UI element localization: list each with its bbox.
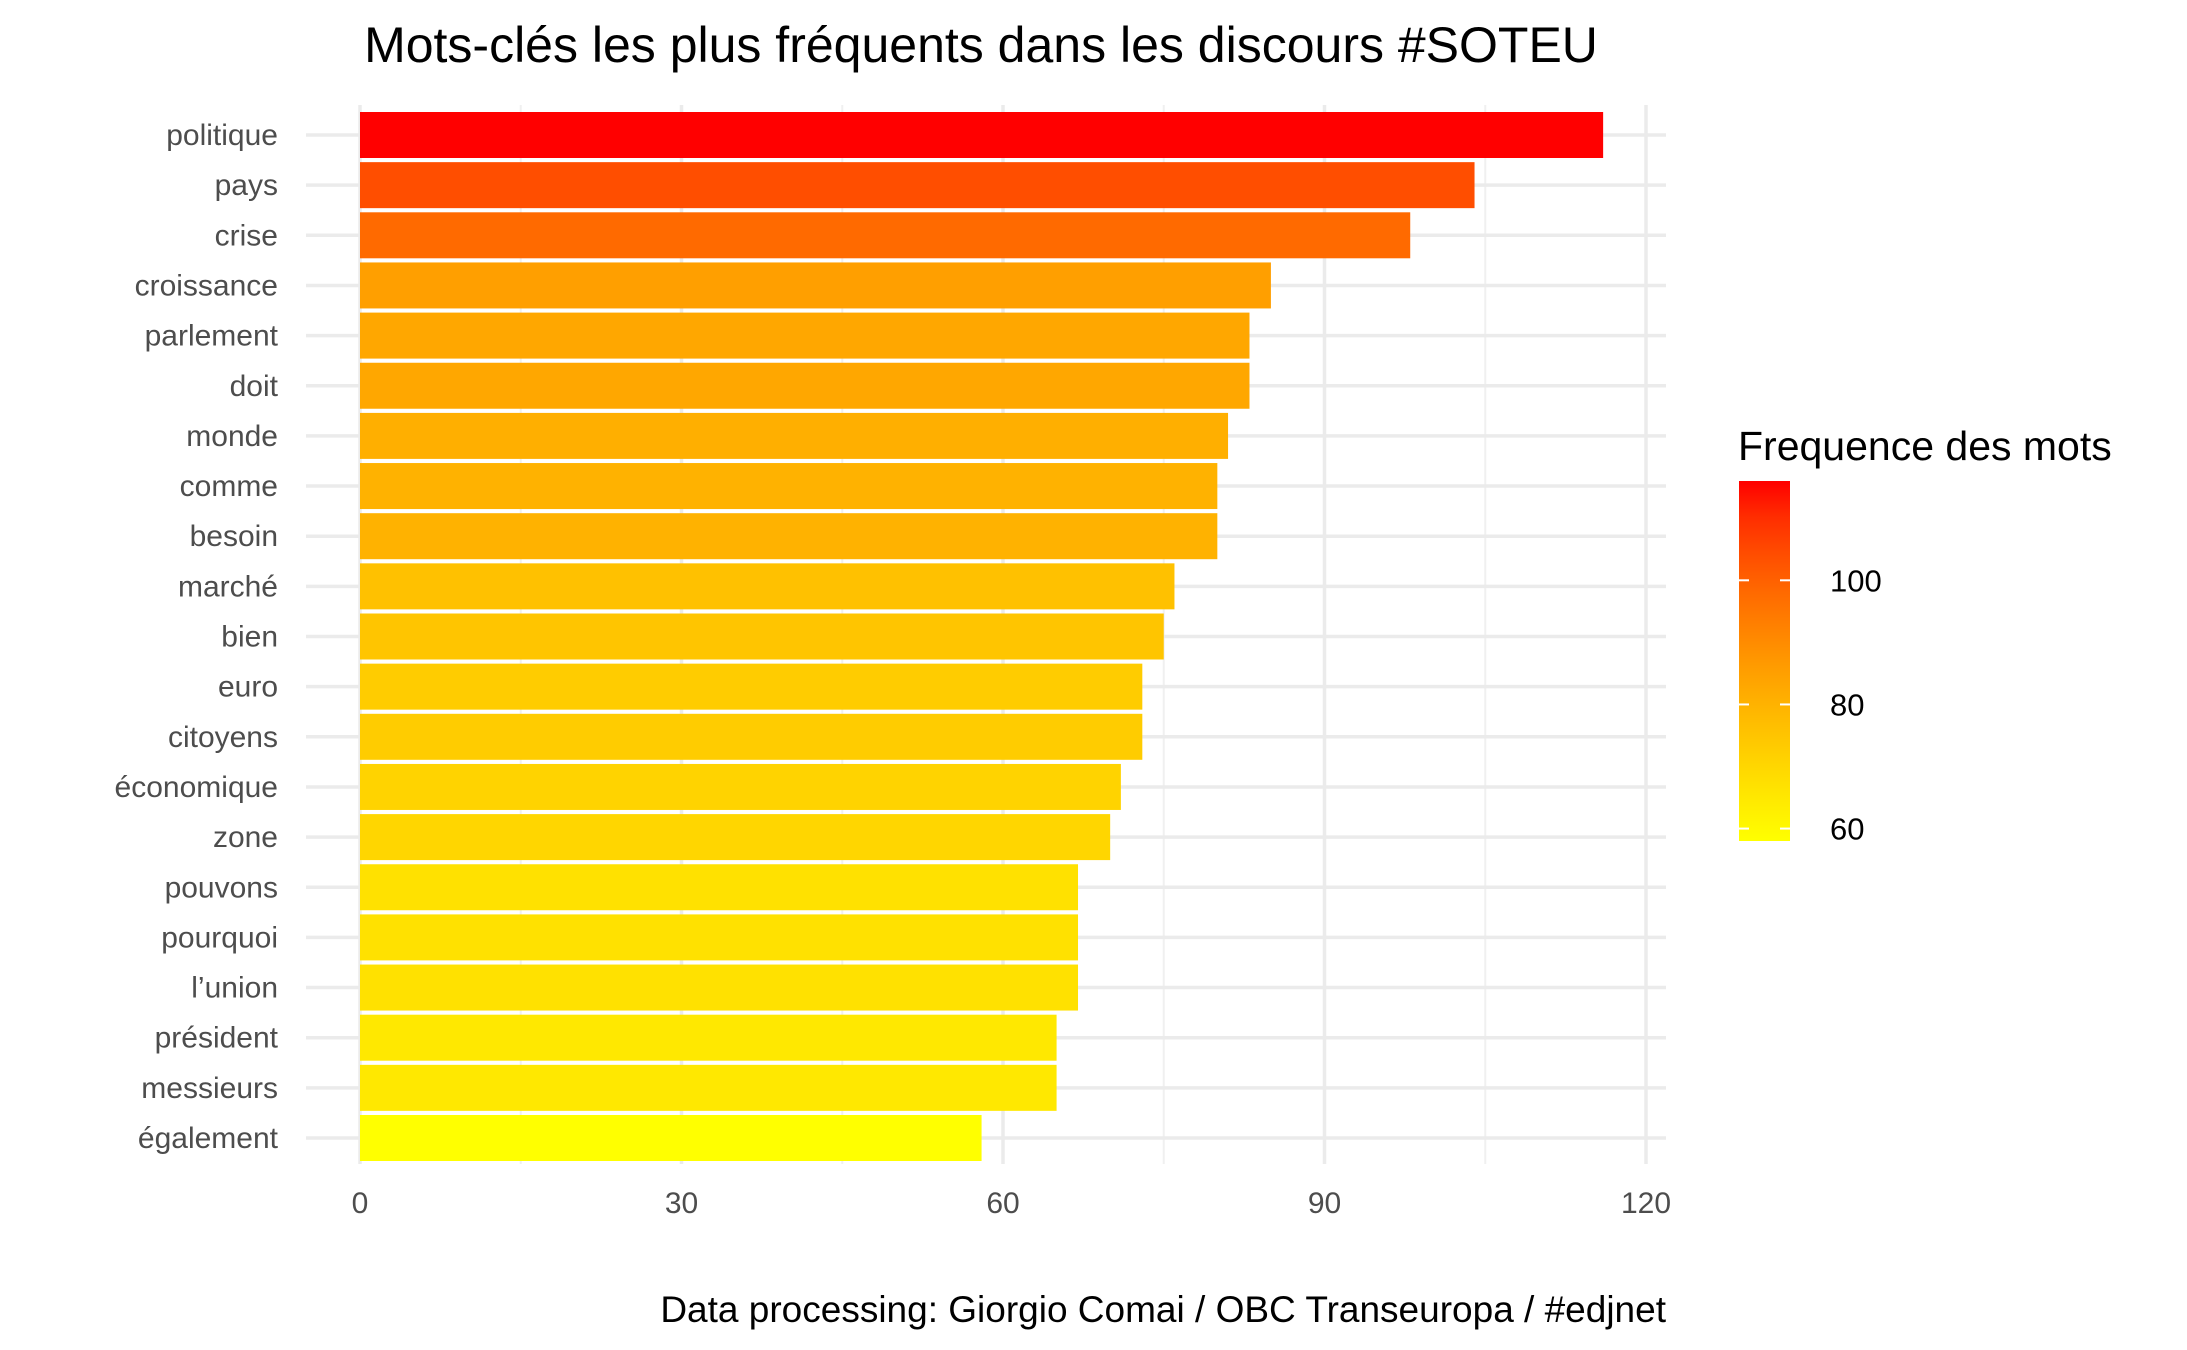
y-tick-label: président xyxy=(155,1022,279,1055)
color-legend: Frequence des mots 60 80 100 xyxy=(1738,423,2112,847)
bar-11 xyxy=(360,663,1143,710)
bar-3 xyxy=(360,262,1271,309)
y-tick-label: bien xyxy=(221,621,278,654)
y-tick-label: monde xyxy=(186,420,278,453)
legend-title: Frequence des mots xyxy=(1738,423,2112,469)
x-axis-labels: 0 30 60 90 120 xyxy=(352,1187,1671,1220)
bar-6 xyxy=(360,412,1229,459)
y-axis-labels: politique pays crise croissance parlement doi… xyxy=(115,119,279,1155)
y-tick-label: croissance xyxy=(135,269,278,302)
chart-title: Mots-clés les plus fréquents dans les di… xyxy=(364,17,1598,73)
legend-tick-label: 80 xyxy=(1830,687,1864,722)
bar-17 xyxy=(360,964,1079,1011)
bar-1 xyxy=(360,162,1475,209)
bar-5 xyxy=(360,362,1250,409)
y-tick-label: messieurs xyxy=(141,1072,278,1105)
y-tick-label: économique xyxy=(115,771,278,804)
bar-16 xyxy=(360,914,1079,961)
colorbar xyxy=(1739,481,1790,841)
bar-13 xyxy=(360,763,1121,810)
bar-0 xyxy=(360,112,1604,158)
x-tick-label: 90 xyxy=(1308,1187,1341,1220)
y-tick-label: doit xyxy=(230,370,279,403)
chart-caption: Data processing: Giorgio Comai / OBC Tra… xyxy=(660,1289,1666,1330)
bar-4 xyxy=(360,312,1250,359)
bar-10 xyxy=(360,613,1164,660)
y-tick-label: crise xyxy=(215,219,278,252)
y-tick-label: besoin xyxy=(190,520,278,553)
bar-2 xyxy=(360,212,1411,259)
y-tick-label: pouvons xyxy=(165,871,278,904)
y-tick-label: également xyxy=(138,1122,279,1155)
y-tick-label: politique xyxy=(166,119,278,152)
bar-9 xyxy=(360,563,1175,610)
bar-19 xyxy=(360,1064,1057,1111)
x-tick-label: 0 xyxy=(352,1187,369,1220)
bar-14 xyxy=(360,814,1111,861)
bar-8 xyxy=(360,513,1218,560)
y-tick-label: zone xyxy=(213,821,278,854)
bars xyxy=(360,112,1604,1161)
y-tick-label: l’union xyxy=(191,972,278,1005)
y-tick-label: pourquoi xyxy=(161,921,278,954)
bar-15 xyxy=(360,864,1079,911)
legend-tick-label: 100 xyxy=(1830,563,1882,598)
y-tick-label: comme xyxy=(180,470,278,503)
y-tick-label: euro xyxy=(218,671,278,704)
bar-18 xyxy=(360,1014,1057,1061)
bar-7 xyxy=(360,463,1218,510)
bar-20 xyxy=(360,1115,982,1161)
bar-12 xyxy=(360,713,1143,760)
y-tick-label: citoyens xyxy=(168,721,278,754)
y-tick-label: parlement xyxy=(145,320,279,353)
y-tick-label: pays xyxy=(215,169,278,202)
x-tick-label: 120 xyxy=(1621,1187,1671,1220)
y-tick-label: marché xyxy=(178,570,278,603)
x-tick-label: 30 xyxy=(665,1187,698,1220)
legend-tick-label: 60 xyxy=(1830,812,1864,847)
x-tick-label: 60 xyxy=(986,1187,1019,1220)
